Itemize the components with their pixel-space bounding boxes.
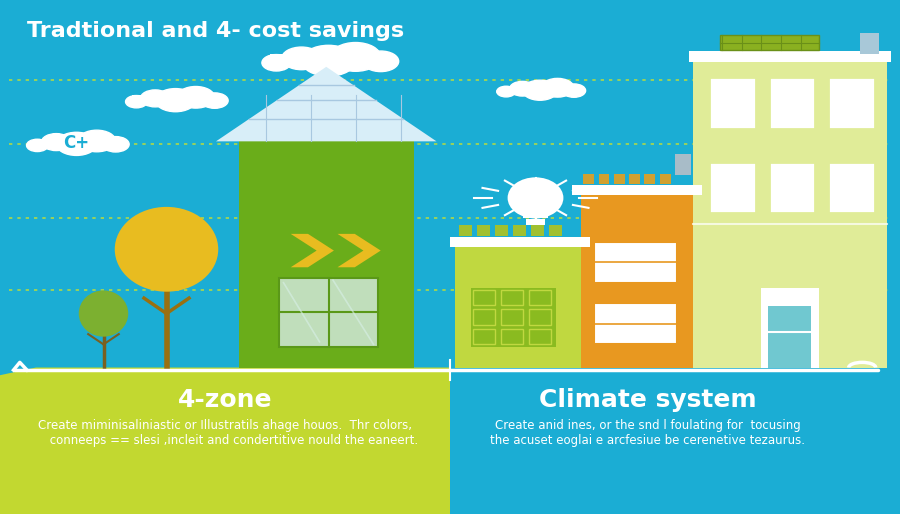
- Circle shape: [497, 86, 516, 97]
- FancyBboxPatch shape: [860, 33, 879, 54]
- Polygon shape: [0, 368, 450, 514]
- Circle shape: [522, 80, 557, 100]
- FancyBboxPatch shape: [828, 77, 875, 128]
- FancyBboxPatch shape: [279, 278, 378, 347]
- Circle shape: [78, 130, 116, 152]
- FancyBboxPatch shape: [501, 329, 523, 344]
- FancyBboxPatch shape: [495, 225, 508, 236]
- FancyBboxPatch shape: [549, 225, 562, 236]
- Ellipse shape: [115, 207, 218, 292]
- FancyBboxPatch shape: [531, 225, 544, 236]
- FancyBboxPatch shape: [644, 174, 655, 184]
- FancyBboxPatch shape: [270, 113, 295, 141]
- Text: Tradtional and 4- cost savings: Tradtional and 4- cost savings: [27, 21, 404, 41]
- FancyBboxPatch shape: [131, 95, 220, 103]
- FancyBboxPatch shape: [768, 306, 811, 368]
- Text: C+: C+: [63, 134, 90, 152]
- FancyBboxPatch shape: [720, 35, 819, 50]
- Circle shape: [155, 88, 196, 112]
- Circle shape: [176, 86, 215, 108]
- FancyBboxPatch shape: [454, 247, 585, 368]
- Ellipse shape: [508, 177, 563, 218]
- Circle shape: [509, 81, 536, 96]
- FancyBboxPatch shape: [529, 290, 551, 305]
- FancyBboxPatch shape: [675, 154, 691, 175]
- FancyBboxPatch shape: [594, 303, 677, 344]
- FancyBboxPatch shape: [450, 237, 590, 247]
- FancyBboxPatch shape: [614, 174, 625, 184]
- FancyBboxPatch shape: [660, 174, 670, 184]
- Circle shape: [56, 132, 97, 155]
- Text: Create anid ines, or the snd l foulating for  tocusing
the acuset eoglai e arcfe: Create anid ines, or the snd l foulating…: [491, 419, 806, 447]
- FancyBboxPatch shape: [629, 174, 640, 184]
- Ellipse shape: [79, 290, 128, 337]
- Text: 4-zone: 4-zone: [178, 388, 272, 412]
- FancyBboxPatch shape: [238, 141, 414, 368]
- FancyBboxPatch shape: [526, 219, 545, 225]
- FancyBboxPatch shape: [529, 309, 551, 325]
- FancyBboxPatch shape: [693, 62, 886, 368]
- Circle shape: [27, 139, 49, 152]
- FancyBboxPatch shape: [598, 174, 609, 184]
- Polygon shape: [291, 234, 334, 267]
- Circle shape: [140, 90, 170, 107]
- FancyBboxPatch shape: [471, 288, 556, 347]
- Circle shape: [330, 43, 381, 71]
- FancyBboxPatch shape: [572, 185, 702, 195]
- Circle shape: [363, 51, 399, 71]
- FancyBboxPatch shape: [32, 139, 121, 146]
- FancyBboxPatch shape: [502, 86, 578, 93]
- Polygon shape: [216, 67, 436, 141]
- FancyBboxPatch shape: [513, 225, 526, 236]
- Circle shape: [541, 79, 574, 97]
- Circle shape: [302, 45, 356, 76]
- FancyBboxPatch shape: [473, 290, 495, 305]
- Circle shape: [125, 96, 148, 108]
- FancyBboxPatch shape: [473, 329, 495, 344]
- FancyBboxPatch shape: [523, 212, 548, 218]
- FancyBboxPatch shape: [769, 77, 815, 128]
- Text: Climate system: Climate system: [539, 388, 757, 412]
- Circle shape: [103, 137, 130, 152]
- Circle shape: [262, 54, 291, 71]
- FancyBboxPatch shape: [709, 77, 756, 128]
- FancyBboxPatch shape: [501, 309, 523, 325]
- FancyBboxPatch shape: [501, 290, 523, 305]
- FancyBboxPatch shape: [769, 162, 815, 213]
- FancyBboxPatch shape: [580, 195, 693, 368]
- FancyBboxPatch shape: [270, 54, 387, 64]
- FancyBboxPatch shape: [459, 225, 472, 236]
- FancyBboxPatch shape: [473, 309, 495, 325]
- Text: Create miminisaliniastic or Illustratils ahage houos.  Thr colors,
     conneeps: Create miminisaliniastic or Illustratils…: [32, 419, 419, 447]
- Circle shape: [562, 84, 586, 97]
- FancyBboxPatch shape: [760, 288, 819, 368]
- FancyBboxPatch shape: [688, 51, 891, 62]
- Circle shape: [202, 93, 229, 108]
- FancyBboxPatch shape: [709, 162, 756, 213]
- FancyBboxPatch shape: [583, 174, 594, 184]
- FancyBboxPatch shape: [594, 242, 677, 283]
- Circle shape: [41, 134, 71, 151]
- Circle shape: [282, 47, 321, 70]
- Polygon shape: [338, 234, 381, 267]
- FancyBboxPatch shape: [477, 225, 490, 236]
- FancyBboxPatch shape: [529, 329, 551, 344]
- FancyBboxPatch shape: [828, 162, 875, 213]
